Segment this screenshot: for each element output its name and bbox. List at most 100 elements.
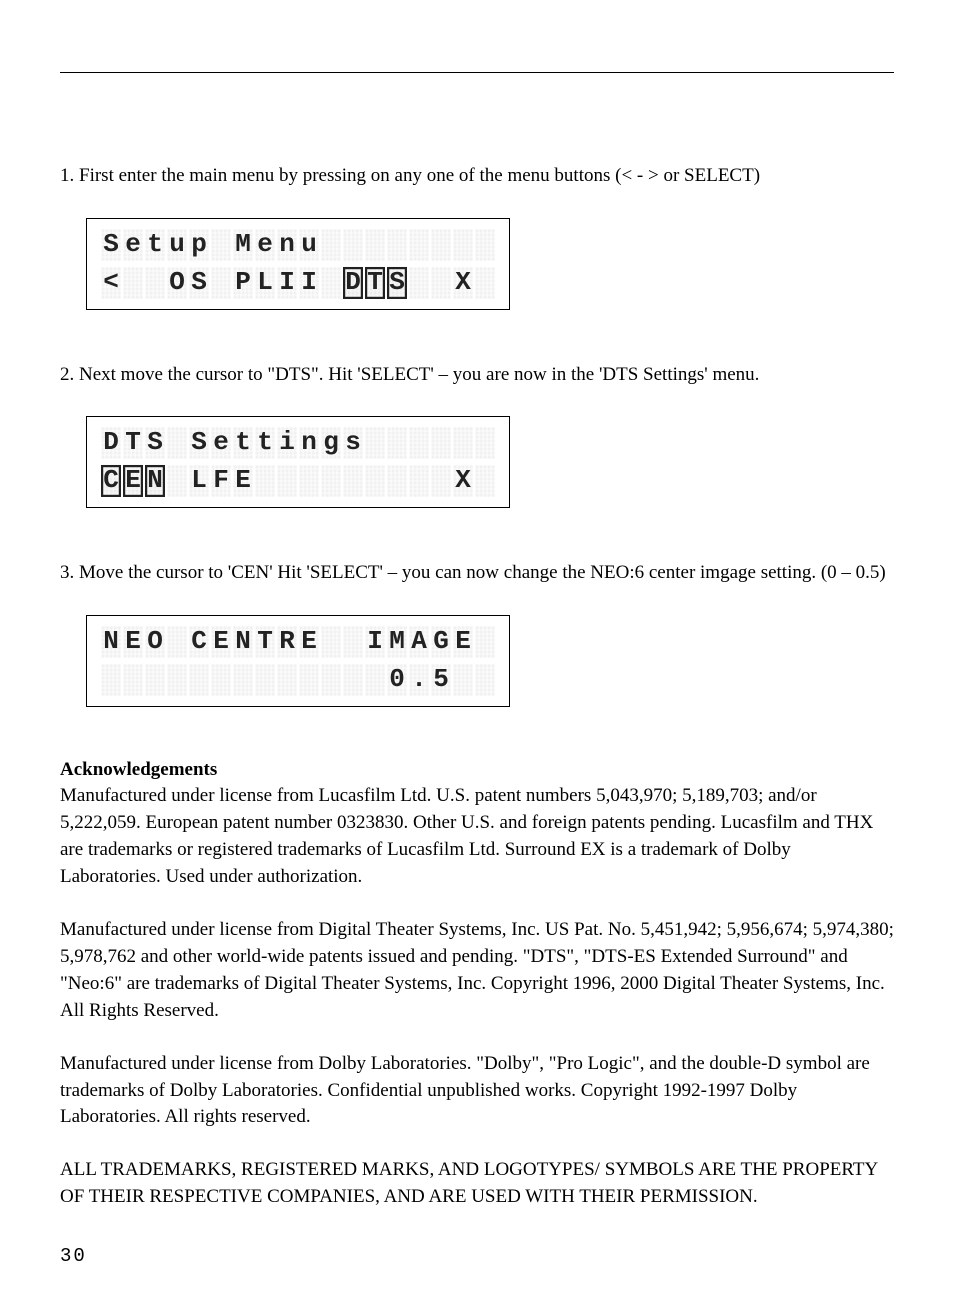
lcd-cell <box>343 626 363 658</box>
lcd-cell: E <box>211 626 231 658</box>
lcd-cell: T <box>365 267 385 299</box>
lcd-cell <box>431 229 451 261</box>
lcd-cell: A <box>409 626 429 658</box>
lcd-cell: e <box>255 229 275 261</box>
lcd-cell: I <box>365 626 385 658</box>
lcd-cell: O <box>145 626 165 658</box>
top-rule <box>60 72 894 73</box>
lcd-cell <box>409 465 429 497</box>
lcd-cell: E <box>299 626 319 658</box>
lcd-cell: C <box>101 465 121 497</box>
lcd-cell: < <box>101 267 121 299</box>
lcd-cell <box>123 267 143 299</box>
lcd-cell: n <box>299 427 319 459</box>
lcd-cell: F <box>211 465 231 497</box>
lcd-cell: N <box>145 465 165 497</box>
lcd-cell <box>475 626 495 658</box>
lcd-cell <box>431 427 451 459</box>
lcd-cell <box>321 267 341 299</box>
lcd-cell <box>101 664 121 696</box>
lcd-cell: P <box>233 267 253 299</box>
lcd-cell <box>167 626 187 658</box>
lcd-display-1: SetupMenu<OSPLII D T SX <box>86 218 894 310</box>
lcd-cell: M <box>387 626 407 658</box>
lcd-cell <box>387 229 407 261</box>
lcd-cell: E <box>453 626 473 658</box>
ack-paragraph-1: Manufactured under license from Lucasfil… <box>60 783 894 891</box>
lcd-cell <box>123 664 143 696</box>
lcd-cell: S <box>101 229 121 261</box>
lcd-cell: M <box>233 229 253 261</box>
lcd-cell <box>365 229 385 261</box>
lcd-cell: S <box>189 427 209 459</box>
lcd-cell <box>365 664 385 696</box>
lcd-cell: t <box>255 427 275 459</box>
lcd-cell: t <box>233 427 253 459</box>
step-2: 2. Next move the cursor to "DTS". Hit 'S… <box>60 362 894 389</box>
lcd-cell <box>409 427 429 459</box>
lcd-cell <box>299 465 319 497</box>
lcd-cell <box>233 664 253 696</box>
lcd-cell <box>255 664 275 696</box>
lcd-cell: D <box>101 427 121 459</box>
lcd-cell <box>343 229 363 261</box>
ack-paragraph-3: Manufactured under license from Dolby La… <box>60 1051 894 1132</box>
lcd-cell <box>255 465 275 497</box>
lcd-cell: L <box>189 465 209 497</box>
lcd-cell <box>387 465 407 497</box>
lcd-cell: s <box>343 427 363 459</box>
lcd-cell <box>453 427 473 459</box>
lcd-cell <box>431 465 451 497</box>
lcd-cell: S <box>387 267 407 299</box>
lcd-cell: E <box>123 465 143 497</box>
lcd-cell <box>475 664 495 696</box>
lcd-cell <box>475 229 495 261</box>
lcd-display-3: NEOCENTREIMAGE0.5 <box>86 615 894 707</box>
lcd-cell <box>189 664 209 696</box>
step-1: 1. First enter the main menu by pressing… <box>60 163 894 190</box>
lcd-cell <box>343 664 363 696</box>
lcd-cell: u <box>167 229 187 261</box>
lcd-cell <box>475 427 495 459</box>
lcd-cell: L <box>255 267 275 299</box>
lcd-cell: G <box>431 626 451 658</box>
lcd-cell: R <box>277 626 297 658</box>
lcd-cell <box>387 427 407 459</box>
lcd-cell <box>321 664 341 696</box>
lcd-cell <box>167 664 187 696</box>
lcd-cell <box>277 465 297 497</box>
lcd-cell: p <box>189 229 209 261</box>
lcd-cell <box>431 267 451 299</box>
step-3: 3. Move the cursor to 'CEN' Hit 'SELECT'… <box>60 560 894 587</box>
lcd-cell: N <box>233 626 253 658</box>
lcd-cell: S <box>145 427 165 459</box>
lcd-cell <box>365 465 385 497</box>
lcd-cell <box>145 664 165 696</box>
lcd-cell <box>145 267 165 299</box>
lcd-display-2: DTSSettings C E NLFEX <box>86 416 894 508</box>
lcd-cell <box>365 427 385 459</box>
lcd-cell <box>475 267 495 299</box>
lcd-cell <box>277 664 297 696</box>
acknowledgements-heading: Acknowledgements <box>60 759 894 781</box>
lcd-cell <box>211 229 231 261</box>
lcd-cell <box>321 465 341 497</box>
lcd-cell: D <box>343 267 363 299</box>
lcd-cell: I <box>299 267 319 299</box>
lcd-cell <box>211 664 231 696</box>
ack-paragraph-4: ALL TRADEMARKS, REGISTERED MARKS, AND LO… <box>60 1157 894 1211</box>
lcd-cell: S <box>189 267 209 299</box>
lcd-cell <box>409 267 429 299</box>
lcd-cell: u <box>299 229 319 261</box>
lcd-cell <box>321 229 341 261</box>
lcd-cell <box>453 664 473 696</box>
lcd-cell <box>475 465 495 497</box>
lcd-cell: E <box>123 626 143 658</box>
lcd-cell: t <box>145 229 165 261</box>
lcd-cell: E <box>233 465 253 497</box>
ack-paragraph-2: Manufactured under license from Digital … <box>60 917 894 1025</box>
lcd-cell: X <box>453 267 473 299</box>
lcd-cell: N <box>101 626 121 658</box>
lcd-cell <box>409 229 429 261</box>
lcd-cell <box>321 626 341 658</box>
